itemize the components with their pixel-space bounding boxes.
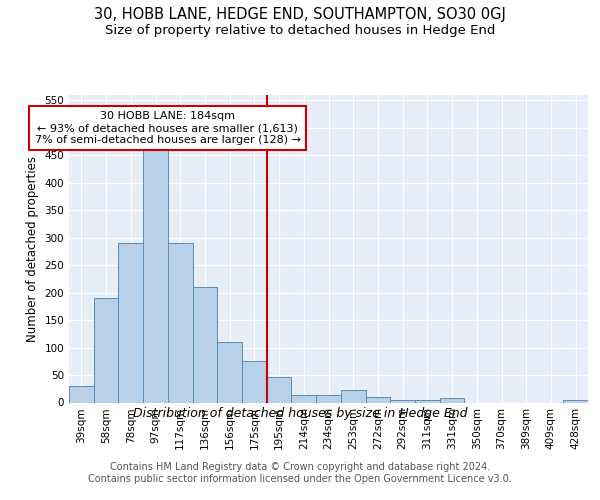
Text: 30 HOBB LANE: 184sqm
← 93% of detached houses are smaller (1,613)
7% of semi-det: 30 HOBB LANE: 184sqm ← 93% of detached h…	[35, 112, 301, 144]
Bar	[193, 287, 217, 403]
Bar	[390, 400, 415, 402]
Bar	[563, 400, 588, 402]
Bar	[365, 397, 390, 402]
Bar	[94, 298, 118, 403]
Bar	[415, 400, 440, 402]
Bar	[143, 150, 168, 403]
Text: Distribution of detached houses by size in Hedge End: Distribution of detached houses by size …	[133, 408, 467, 420]
Bar	[292, 395, 316, 402]
Text: 30, HOBB LANE, HEDGE END, SOUTHAMPTON, SO30 0GJ: 30, HOBB LANE, HEDGE END, SOUTHAMPTON, S…	[94, 8, 506, 22]
Bar	[217, 342, 242, 402]
Bar	[69, 386, 94, 402]
Text: Contains HM Land Registry data © Crown copyright and database right 2024.
Contai: Contains HM Land Registry data © Crown c…	[88, 462, 512, 484]
Bar	[118, 244, 143, 402]
Bar	[316, 395, 341, 402]
Y-axis label: Number of detached properties: Number of detached properties	[26, 156, 39, 342]
Bar	[168, 244, 193, 402]
Text: Size of property relative to detached houses in Hedge End: Size of property relative to detached ho…	[105, 24, 495, 37]
Bar	[440, 398, 464, 402]
Bar	[267, 377, 292, 402]
Bar	[341, 390, 365, 402]
Bar	[242, 362, 267, 403]
